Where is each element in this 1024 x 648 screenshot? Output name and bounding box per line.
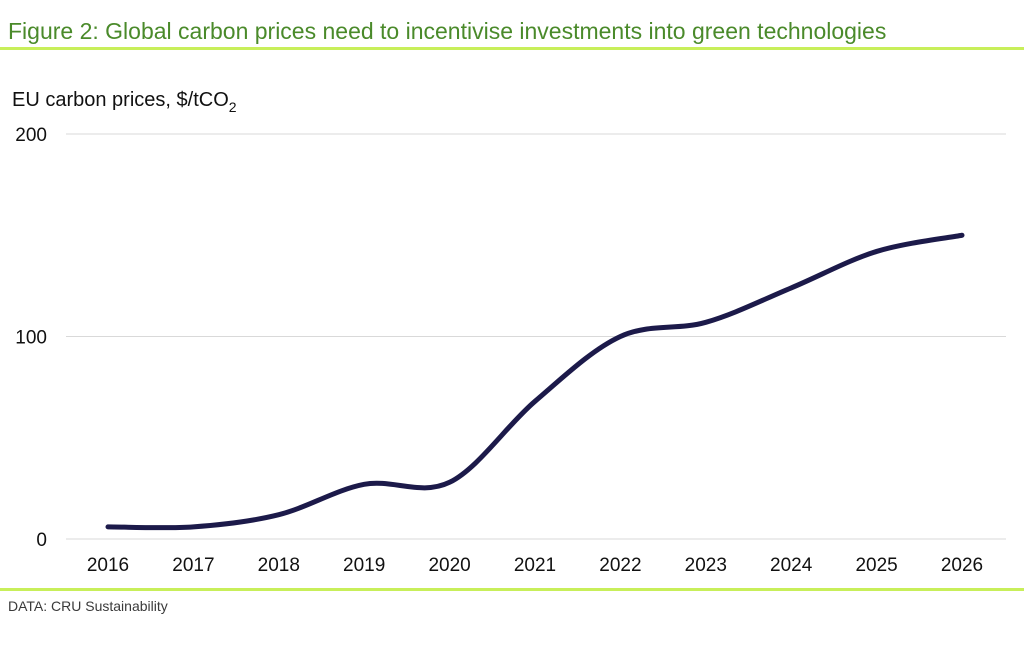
x-tick-label: 2019 <box>343 555 385 576</box>
y-axis-label: EU carbon prices, $/tCO2 <box>12 89 237 115</box>
grid-lines <box>66 133 1006 540</box>
footer-divider <box>0 588 1024 591</box>
data-source: DATA: CRU Sustainability <box>8 598 168 614</box>
x-tick-label: 2017 <box>172 555 214 576</box>
x-tick-label: 2022 <box>599 555 641 576</box>
x-tick-label: 2025 <box>855 555 897 576</box>
x-tick-label: 2024 <box>770 555 813 576</box>
y-tick-label: 200 <box>15 125 47 146</box>
x-tick-label: 2026 <box>941 555 983 576</box>
x-tick-label: 2023 <box>685 555 727 576</box>
y-tick-label: 0 <box>36 530 47 551</box>
y-tick-labels: 0 100 200 <box>15 125 47 551</box>
y-tick-label: 100 <box>15 328 47 349</box>
figure-title: Figure 2: Global carbon prices need to i… <box>8 18 887 44</box>
series-line <box>105 232 965 531</box>
x-tick-label: 2018 <box>258 555 300 576</box>
x-tick-label: 2021 <box>514 555 556 576</box>
title-divider <box>0 47 1024 50</box>
x-tick-labels: 2016 2017 2018 2019 2020 2021 2022 2023 2024 2025… <box>87 555 983 576</box>
x-tick-label: 2020 <box>428 555 470 576</box>
x-tick-label: 2016 <box>87 555 129 576</box>
